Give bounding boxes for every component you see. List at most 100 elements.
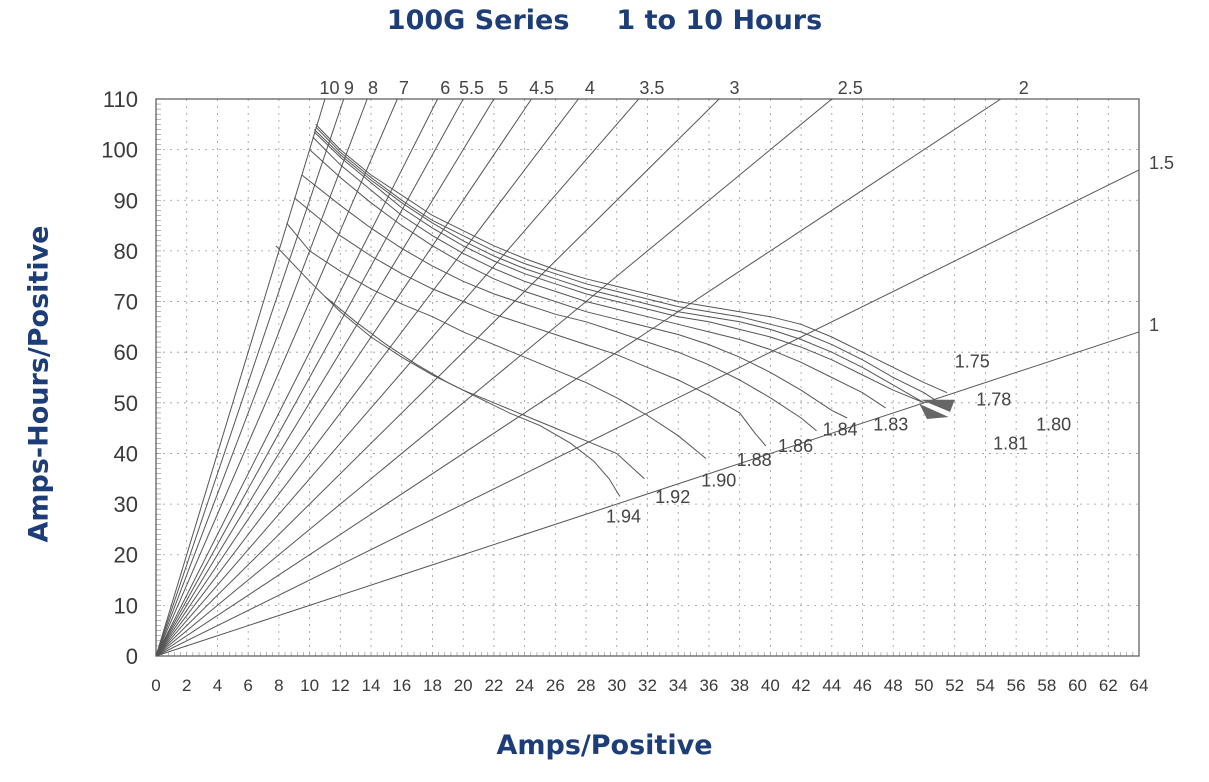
x-tick-label: 24 xyxy=(515,676,534,695)
x-tick-label: 18 xyxy=(423,676,442,695)
x-tick-label: 60 xyxy=(1068,676,1087,695)
x-tick-label: 42 xyxy=(792,676,811,695)
x-tick-label: 36 xyxy=(699,676,718,695)
voltage-labels: 1.75 1.78 1.80 1.81 1.83 1.84 1.86 1.881.90 1.92… xyxy=(606,351,1071,526)
x-tick-label: 2 xyxy=(182,676,191,695)
hour-line-label: 2 xyxy=(1019,78,1029,98)
x-tick-label: 22 xyxy=(484,676,503,695)
hour-line xyxy=(155,98,326,657)
x-tick-label: 12 xyxy=(331,676,350,695)
x-tick-label: 20 xyxy=(454,676,473,695)
y-tick-label: 40 xyxy=(114,441,138,466)
x-tick-labels: 0 2 4 6 8 10 12 14 16 18 20 22 24 26 28 30 32 34 36 38 40 42 4… xyxy=(151,676,1148,695)
y-tick-label: 30 xyxy=(114,492,138,517)
minor-ticks xyxy=(155,98,1140,657)
hour-line xyxy=(155,98,464,657)
chart-title-range: 1 to 10 Hours xyxy=(616,5,823,36)
x-tick-label: 56 xyxy=(1007,676,1026,695)
hour-line xyxy=(155,98,345,657)
x-tick-label: 46 xyxy=(853,676,872,695)
voltage-label: 1.90 xyxy=(701,470,736,490)
voltage-label: 1.78 xyxy=(976,389,1011,409)
x-tick-label: 14 xyxy=(362,676,381,695)
voltage-label: 1.83 xyxy=(873,415,908,435)
voltage-curve xyxy=(324,296,621,497)
x-tick-label: 6 xyxy=(243,676,252,695)
voltage-curves xyxy=(275,123,955,497)
hour-line-label: 6 xyxy=(440,78,450,98)
voltage-curve xyxy=(313,129,925,404)
voltage-label: 1.81 xyxy=(993,433,1028,453)
y-tick-label: 80 xyxy=(114,239,138,264)
voltage-curve xyxy=(275,245,645,480)
x-tick-label: 30 xyxy=(607,676,626,695)
hour-line-label: 3.5 xyxy=(639,78,664,98)
x-tick-label: 58 xyxy=(1037,676,1056,695)
y-tick-label: 50 xyxy=(114,391,138,416)
x-tick-label: 28 xyxy=(577,676,596,695)
hour-line-label: 3 xyxy=(730,78,740,98)
hour-line xyxy=(155,98,579,657)
voltage-label: 1.92 xyxy=(655,487,690,507)
voltage-curve xyxy=(315,126,940,404)
voltage-label: 1.86 xyxy=(778,436,813,456)
x-tick-label: 32 xyxy=(638,676,657,695)
voltage-curve xyxy=(286,222,707,459)
hour-line-label: 1 xyxy=(1149,315,1159,335)
hour-line xyxy=(155,98,640,657)
y-tick-labels: 0 10 20 30 40 50 60 70 80 90 100 110 xyxy=(101,87,138,669)
hour-line-label: 10 xyxy=(320,78,340,98)
y-tick-label: 90 xyxy=(114,188,138,213)
x-tick-label: 4 xyxy=(213,676,222,695)
voltage-curve xyxy=(293,197,767,447)
x-tick-label: 26 xyxy=(546,676,565,695)
y-tick-label: 110 xyxy=(103,87,138,112)
chart-title: 100G Series 1 to 10 Hours xyxy=(0,5,1209,36)
hour-line-label: 5 xyxy=(498,78,508,98)
y-tick-label: 70 xyxy=(114,290,138,315)
plot-frame xyxy=(155,98,1140,657)
hour-line-label: 5.5 xyxy=(459,78,484,98)
voltage-curve xyxy=(301,174,817,432)
x-tick-label: 10 xyxy=(300,676,319,695)
y-tick-label: 100 xyxy=(101,138,138,163)
voltage-label: 1.88 xyxy=(737,450,772,470)
voltage-label: 1.75 xyxy=(955,351,990,371)
voltage-label: 1.80 xyxy=(1036,415,1071,435)
hour-line-label: 7 xyxy=(399,78,409,98)
x-tick-label: 52 xyxy=(945,676,964,695)
y-tick-label: 10 xyxy=(114,593,138,618)
voltage-arrowhead xyxy=(920,399,955,412)
voltage-curve xyxy=(312,136,886,409)
x-tick-label: 38 xyxy=(730,676,749,695)
y-tick-label: 60 xyxy=(114,340,138,365)
x-tick-label: 8 xyxy=(274,676,283,695)
hour-lines xyxy=(155,98,1140,657)
voltage-curve xyxy=(313,131,925,404)
hour-line-label: 2.5 xyxy=(838,78,863,98)
hour-line xyxy=(155,98,833,657)
hour-line xyxy=(155,331,1140,657)
voltage-label: 1.84 xyxy=(823,420,858,440)
y-tick-label: 0 xyxy=(126,644,138,669)
hour-line-label: 4.5 xyxy=(529,78,554,98)
voltage-curve xyxy=(309,149,848,419)
x-tick-label: 48 xyxy=(884,676,903,695)
x-tick-label: 62 xyxy=(1099,676,1118,695)
x-tick-label: 16 xyxy=(392,676,411,695)
hour-line xyxy=(155,98,1002,657)
hour-line-label: 9 xyxy=(344,78,354,98)
x-tick-label: 34 xyxy=(669,676,688,695)
voltage-arrowhead xyxy=(919,403,949,420)
hour-line xyxy=(155,98,368,657)
hour-line xyxy=(155,98,439,657)
hour-line-labels: 10 9 8 7 6 5.5 5 4.5 4 3.5 3 2.5 2 1.5 1 xyxy=(320,78,1174,335)
hour-line-label: 4 xyxy=(585,78,595,98)
hour-line xyxy=(155,169,1140,657)
grid xyxy=(156,99,1139,656)
y-tick-label: 20 xyxy=(114,543,138,568)
chart-title-series: 100G Series xyxy=(386,5,570,36)
x-tick-label: 40 xyxy=(761,676,780,695)
x-tick-label: 0 xyxy=(151,676,160,695)
